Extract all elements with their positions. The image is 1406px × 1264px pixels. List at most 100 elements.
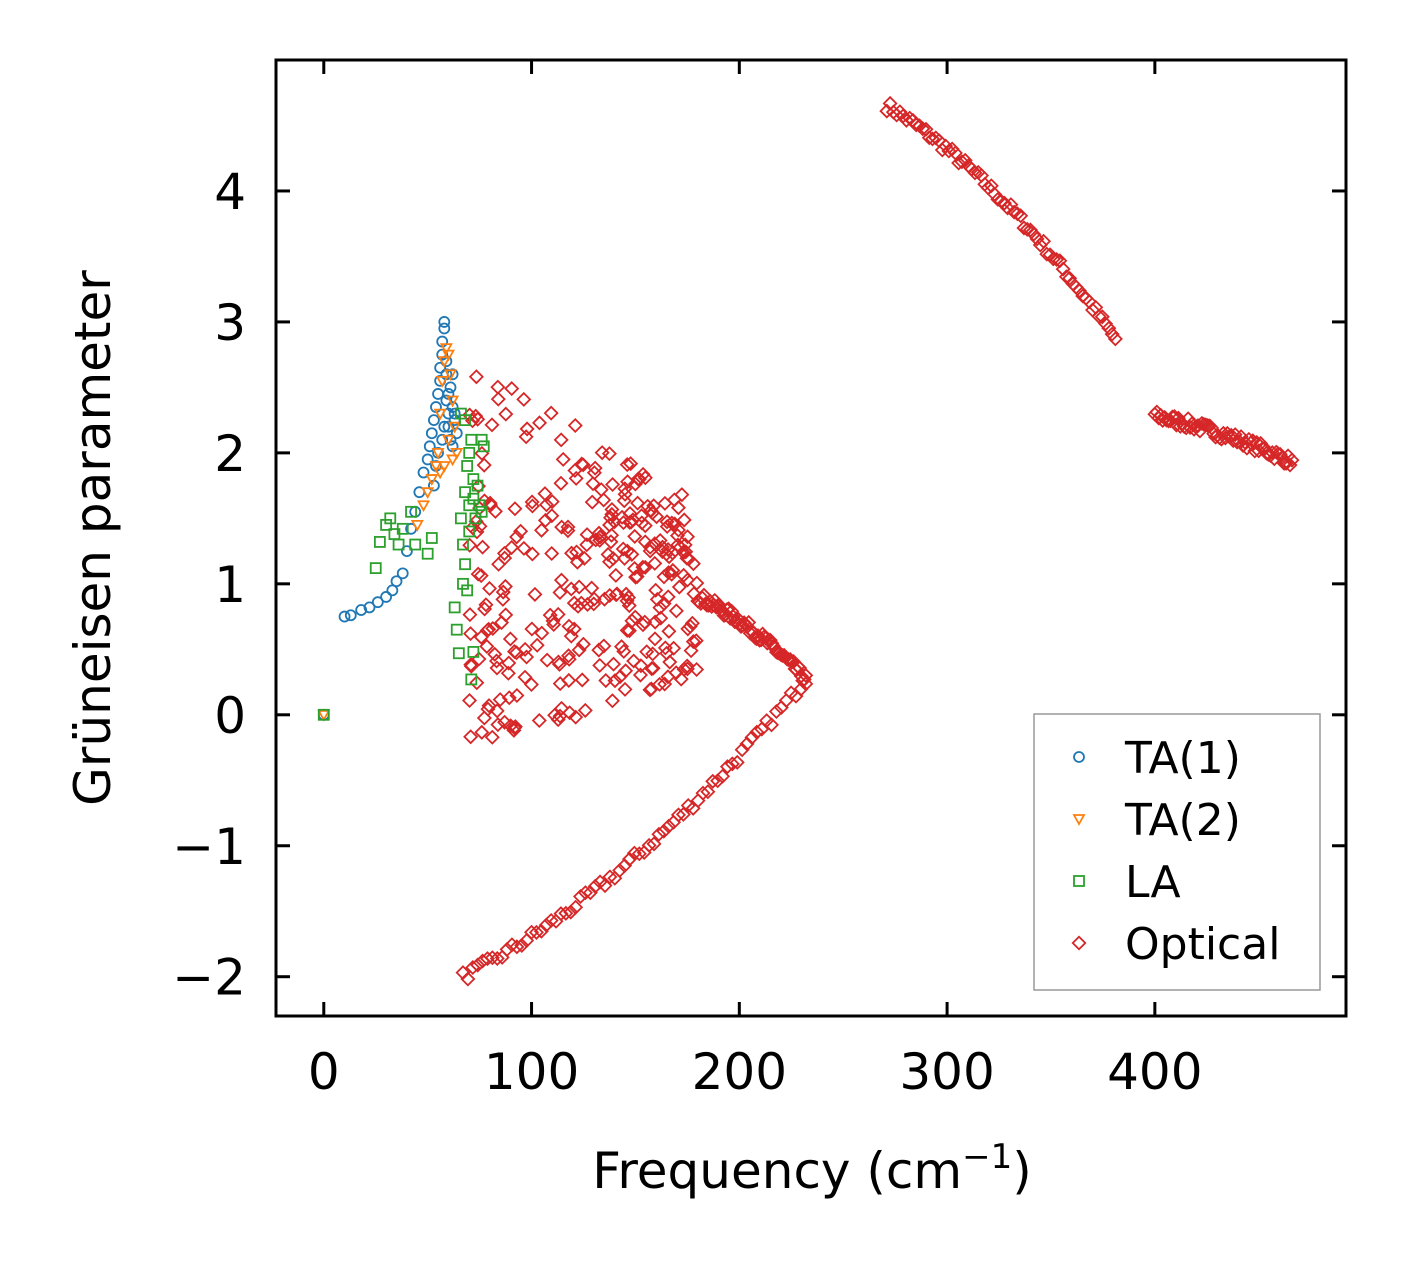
data-point-ta1 [390, 575, 403, 588]
data-point-optical [603, 510, 619, 526]
y-tick-label: 0 [214, 687, 246, 745]
data-point-optical [719, 759, 735, 775]
data-point-optical [642, 682, 658, 698]
data-point-optical [547, 707, 563, 723]
data-point-ta2 [437, 461, 451, 473]
data-point-ta1 [438, 322, 451, 335]
data-point-optical [635, 617, 651, 633]
data-point-optical [490, 379, 506, 395]
data-point-optical [627, 609, 643, 625]
data-point-optical [516, 391, 532, 407]
data-point-optical [957, 152, 973, 168]
data-point-optical [501, 690, 517, 706]
data-point-optical [669, 528, 686, 544]
data-point-optical [568, 899, 584, 915]
y-axis-title: Grüneisen parameter [64, 270, 122, 806]
data-point-optical [681, 551, 697, 567]
legend-frame [1033, 713, 1321, 991]
data-point-optical [482, 580, 498, 596]
data-point-ta2 [441, 349, 455, 362]
data-point-optical [1190, 418, 1206, 434]
data-point-optical [781, 652, 797, 668]
data-point-optical [670, 807, 686, 823]
data-point-optical [484, 729, 500, 745]
data-point-optical [597, 591, 613, 607]
data-point-la [409, 538, 422, 551]
data-point-optical [637, 559, 653, 575]
data-point-optical [507, 719, 523, 735]
data-point-optical [475, 539, 491, 555]
data-point-optical [749, 724, 765, 740]
data-point-optical [1182, 419, 1198, 435]
data-point-optical [921, 130, 937, 146]
data-point-optical [744, 730, 760, 746]
data-point-ta2 [433, 408, 447, 421]
data-point-optical [898, 112, 914, 128]
data-point-optical [584, 494, 600, 510]
data-point-la [455, 512, 467, 525]
data-point-optical [490, 717, 506, 733]
x-tick-label: 300 [899, 1043, 994, 1101]
data-point-optical [529, 637, 545, 653]
data-point-ta1 [428, 414, 440, 427]
data-point-optical [601, 446, 617, 462]
data-point-optical [684, 615, 700, 631]
data-point-optical [592, 529, 608, 545]
data-point-optical [1032, 237, 1048, 253]
data-point-optical [460, 971, 476, 987]
tick-labels: 0 100 200 300 400 −2 −1 0 1 2 3 4 [172, 163, 1202, 1101]
data-point-optical [710, 773, 726, 789]
data-point-optical [664, 515, 680, 531]
data-point-optical [489, 653, 505, 669]
data-point-optical [528, 924, 544, 940]
data-point-optical [603, 534, 619, 550]
data-point-ta2 [446, 454, 460, 467]
data-point-optical [617, 681, 633, 697]
data-point-optical [588, 532, 604, 548]
data-point-optical [474, 445, 490, 461]
data-point-optical [598, 673, 614, 689]
data-point-optical [1200, 417, 1216, 434]
data-point-optical [1101, 320, 1117, 336]
data-point-optical [470, 566, 486, 582]
data-point-optical [662, 654, 678, 670]
data-point-la [469, 512, 482, 525]
x-tick-label: 0 [308, 1043, 340, 1101]
data-point-optical [622, 505, 638, 522]
data-point-optical [621, 598, 637, 614]
data-point-optical [489, 660, 505, 676]
data-point-la [452, 647, 465, 660]
data-point-optical [465, 520, 481, 536]
data-point-optical [647, 614, 663, 630]
data-point-optical [497, 550, 513, 566]
data-point-optical [1098, 316, 1114, 332]
data-point-optical [567, 463, 583, 479]
data-point-optical [619, 543, 635, 559]
data-point-optical [711, 597, 727, 613]
data-point-optical [615, 541, 631, 557]
data-point-la [465, 673, 478, 686]
data-point-optical [500, 665, 516, 681]
data-point-optical [646, 836, 662, 852]
data-point-optical [677, 537, 693, 553]
data-point-ta1 [442, 420, 455, 433]
data-point-optical [563, 581, 579, 597]
data-point-optical [579, 527, 595, 543]
data-point-optical [1071, 283, 1087, 299]
series-la [317, 407, 490, 721]
x-tick-label: 400 [1107, 1043, 1202, 1101]
data-point-optical [1000, 200, 1016, 216]
data-point-optical [492, 692, 508, 708]
data-point-optical [724, 756, 740, 772]
data-point-optical [463, 658, 479, 674]
data-point-optical [1233, 429, 1249, 445]
data-point-optical [715, 768, 731, 784]
data-point-optical [630, 495, 646, 511]
data-point-optical [630, 471, 646, 487]
legend-label-la: LA [1125, 857, 1181, 908]
data-point-optical [509, 939, 525, 955]
data-point-la [465, 433, 478, 446]
data-point-optical [531, 712, 547, 729]
data-point-optical [564, 545, 580, 561]
